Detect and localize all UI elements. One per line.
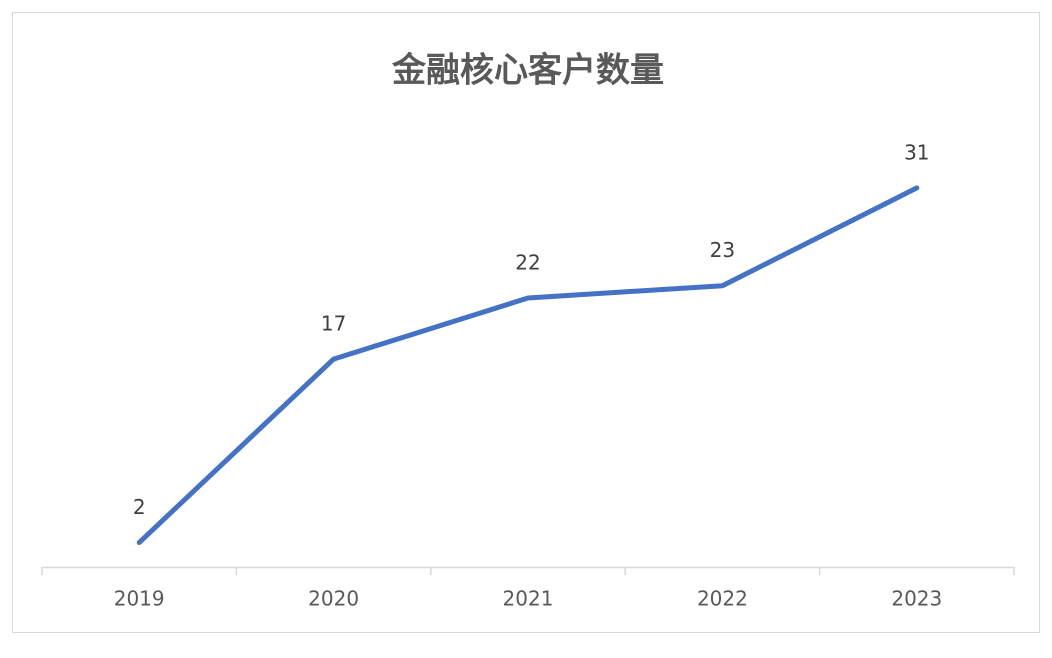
x-tick-label: 2022: [697, 587, 748, 611]
data-label: 23: [710, 238, 735, 262]
x-tick-label: 2023: [891, 587, 942, 611]
data-label: 17: [321, 312, 346, 336]
data-label: 31: [904, 140, 929, 164]
line-series: [136, 185, 920, 546]
data-label: 2: [133, 495, 146, 519]
x-tick-label: 2020: [308, 587, 359, 611]
chart-frame: [12, 12, 1040, 633]
x-tick-label: 2019: [114, 587, 165, 611]
data-label: 22: [515, 250, 540, 274]
chart-title: 金融核心客户数量: [391, 51, 664, 91]
x-tick-label: 2021: [503, 587, 554, 611]
